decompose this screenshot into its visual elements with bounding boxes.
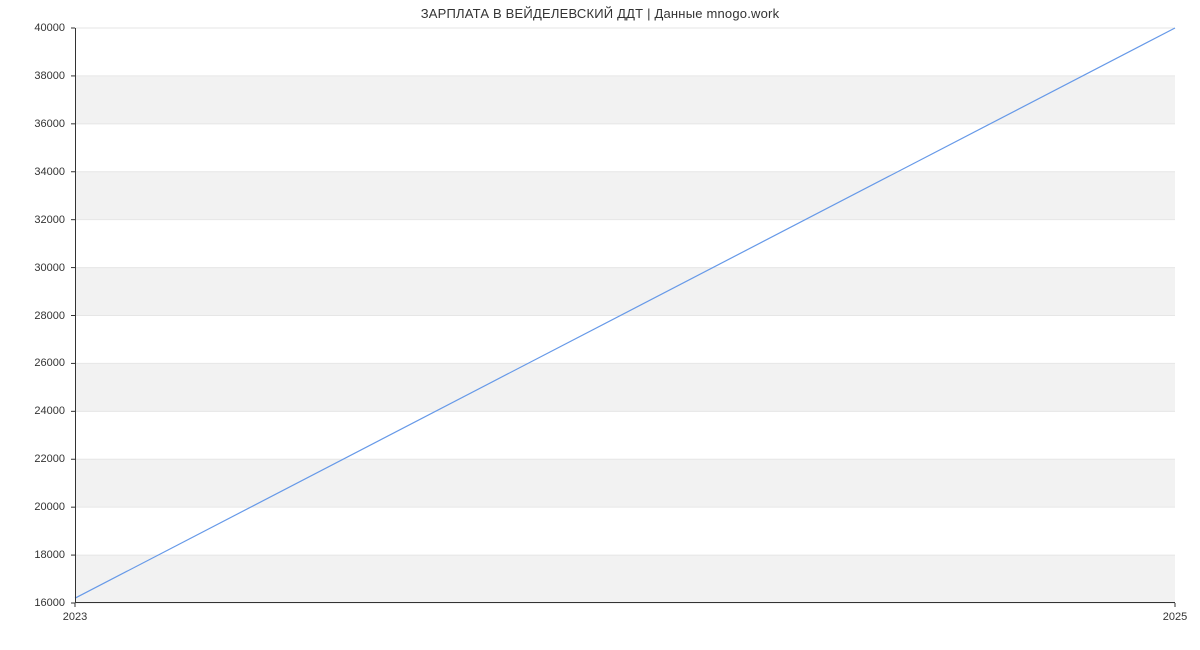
- grid-band: [75, 507, 1175, 555]
- chart-title: ЗАРПЛАТА В ВЕЙДЕЛЕВСКИЙ ДДТ | Данные mno…: [0, 6, 1200, 21]
- y-tick-label: 40000: [0, 22, 65, 34]
- y-tick-label: 22000: [0, 453, 65, 465]
- y-tick-label: 20000: [0, 501, 65, 513]
- y-tick-label: 28000: [0, 310, 65, 322]
- chart-svg: [75, 28, 1175, 603]
- grid-band: [75, 363, 1175, 411]
- y-tick-label: 34000: [0, 166, 65, 178]
- y-tick-label: 16000: [0, 597, 65, 609]
- grid-band: [75, 28, 1175, 76]
- y-tick-label: 38000: [0, 70, 65, 82]
- x-tick-label: 2023: [63, 611, 87, 623]
- grid-band: [75, 124, 1175, 172]
- grid-band: [75, 555, 1175, 603]
- y-tick-label: 24000: [0, 405, 65, 417]
- grid-band: [75, 459, 1175, 507]
- y-tick-label: 36000: [0, 118, 65, 130]
- y-tick-label: 32000: [0, 214, 65, 226]
- y-tick-label: 26000: [0, 357, 65, 369]
- plot-area: [75, 28, 1175, 603]
- grid-band: [75, 411, 1175, 459]
- y-tick-label: 18000: [0, 549, 65, 561]
- y-tick-label: 30000: [0, 262, 65, 274]
- x-tick-label: 2025: [1163, 611, 1187, 623]
- grid-band: [75, 316, 1175, 364]
- grid-band: [75, 76, 1175, 124]
- grid-band: [75, 172, 1175, 220]
- grid-band: [75, 268, 1175, 316]
- grid-band: [75, 220, 1175, 268]
- salary-line-chart: ЗАРПЛАТА В ВЕЙДЕЛЕВСКИЙ ДДТ | Данные mno…: [0, 0, 1200, 650]
